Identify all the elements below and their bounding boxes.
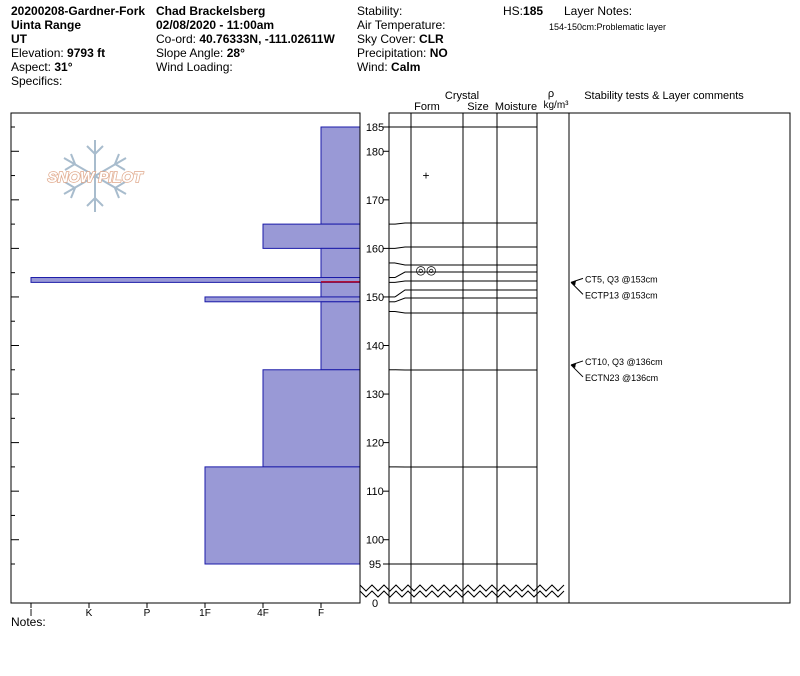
height-tick-label: 100 xyxy=(366,535,384,547)
height-tick-label: 160 xyxy=(366,243,384,255)
height-tick-label: 110 xyxy=(366,486,384,498)
layer-note: 154-150cm:Problematic layer xyxy=(549,22,667,32)
observer-name: Chad Brackelsberg xyxy=(156,4,266,18)
layer-lines xyxy=(389,126,537,565)
hardness-bar xyxy=(30,277,361,283)
stability-tests: CT10, Q3 @136cm ECTN23 @136cm CT5, Q3 @153… xyxy=(570,274,663,383)
coord-row: Co-ord: 40.76333N, -111.02611W xyxy=(156,32,335,46)
stability-test-label: CT10, Q3 @136cm xyxy=(585,357,663,367)
hardness-bar xyxy=(320,301,361,371)
size-header: Size xyxy=(467,101,488,113)
ground-break-zigzag xyxy=(359,584,565,598)
hardness-tick-label: I xyxy=(30,608,33,619)
hardness-bar xyxy=(320,247,361,279)
logo-text: SNOW PILOT xyxy=(48,169,145,186)
crystal-table-frame xyxy=(388,112,570,604)
wind-loading-label: Wind Loading: xyxy=(156,60,233,74)
layer-connector xyxy=(394,289,411,298)
hardness-bar xyxy=(320,126,361,225)
hardness-bar xyxy=(320,281,361,298)
arrow-head xyxy=(571,280,576,286)
hardness-bar xyxy=(262,223,361,249)
form-header: Form xyxy=(414,101,440,113)
crystal-symbol: ◎◎ xyxy=(416,263,437,277)
hardness-tick-label: 4F xyxy=(257,608,269,619)
layer-connector xyxy=(394,311,411,314)
height-tick-label: 95 xyxy=(369,559,381,571)
layer-connector xyxy=(394,271,411,278)
crystal-symbol: + xyxy=(422,169,429,183)
hardness-tick-label: K xyxy=(86,608,93,619)
elevation-row: Elevation: 9793 ft xyxy=(11,46,106,60)
snowflake-icon xyxy=(63,140,127,212)
density-unit-header: kg/m³ xyxy=(544,100,570,111)
hardness-tick-label: P xyxy=(144,608,151,619)
stability-test-arrow xyxy=(570,282,584,295)
sky-row: Sky Cover: CLR xyxy=(357,32,444,46)
rho-header: ρ xyxy=(548,88,554,100)
comments-frame xyxy=(568,112,791,604)
layer-connector xyxy=(394,222,411,225)
slope-row: Slope Angle: 28° xyxy=(156,46,245,60)
hardness-tick-label: 1F xyxy=(199,608,211,619)
stability-label: Stability: xyxy=(357,4,403,18)
height-tick-label: 130 xyxy=(366,389,384,401)
state-name: UT xyxy=(11,32,27,46)
height-tick-label: 185 xyxy=(366,122,384,134)
height-tick-label: 120 xyxy=(366,438,384,450)
specifics-label: Specifics: xyxy=(11,74,63,88)
crystal-header: Crystal xyxy=(445,90,479,102)
precip-row: Precipitation: NO xyxy=(357,46,448,60)
layer-connector xyxy=(394,262,411,266)
moisture-header: Moisture xyxy=(495,101,537,113)
stability-test-label: CT5, Q3 @153cm xyxy=(585,274,658,284)
layer-notes-label: Layer Notes: xyxy=(564,4,633,18)
layer-connector xyxy=(394,297,411,303)
observation-datetime: 02/08/2020 - 11:00am xyxy=(156,18,275,32)
hardness-bars xyxy=(30,126,361,565)
ground-zigzag-line xyxy=(359,590,565,598)
air-temp-label: Air Temperature: xyxy=(357,18,446,32)
height-tick-label: 170 xyxy=(366,195,384,207)
stability-test-label: ECTP13 @153cm xyxy=(585,290,658,300)
aspect-row: Aspect: 31° xyxy=(11,60,73,74)
hs-row: HS:185 xyxy=(503,4,544,18)
ground-zigzag-line xyxy=(359,584,565,592)
layer-connector xyxy=(394,280,411,283)
height-tick-label: 150 xyxy=(366,292,384,304)
height-ticks: 185 180 170 160 150 140 130 120 110 100 95 0 xyxy=(366,122,389,610)
arrow-head xyxy=(571,362,576,368)
wind-row: Wind: Calm xyxy=(357,60,421,74)
layer-connector xyxy=(394,246,411,249)
stability-test-arrow xyxy=(570,364,584,378)
hardness-tick-label: F xyxy=(318,608,324,619)
hardness-bar xyxy=(204,296,361,303)
notes-label: Notes: xyxy=(11,615,46,629)
snowpilot-logo: SNOW PILOT xyxy=(47,140,145,212)
stability-test-label: ECTN23 @136cm xyxy=(585,373,658,383)
height-tick-label: 0 xyxy=(372,598,378,610)
crystal-table xyxy=(388,112,791,604)
hardness-axis: I K P 1F 4F F xyxy=(11,602,360,619)
hardness-bar xyxy=(262,369,361,468)
comments-header: Stability tests & Layer comments xyxy=(584,90,744,102)
hardness-bar xyxy=(204,466,361,565)
profile-title: 20200208-Gardner-Fork xyxy=(11,4,146,18)
height-tick-label: 180 xyxy=(366,146,384,158)
height-tick-label: 140 xyxy=(366,341,384,353)
range-name: Uinta Range xyxy=(11,18,82,32)
crystal-symbols: + ◎◎ xyxy=(416,169,437,278)
